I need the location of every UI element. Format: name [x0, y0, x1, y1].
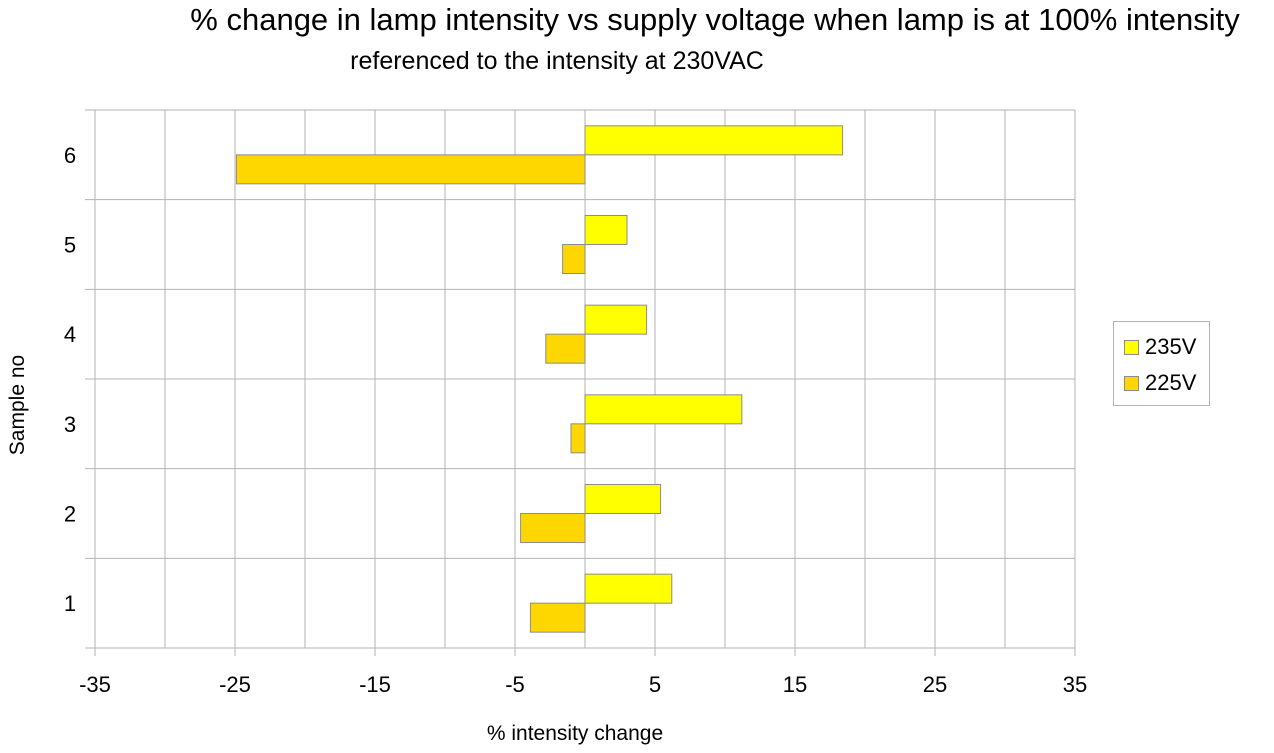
bar-235v-sample-1: [584, 573, 673, 604]
x-tick-label: 35: [1063, 672, 1087, 697]
y-tick-label: 2: [64, 502, 76, 527]
legend: 235V 225V: [1113, 321, 1210, 406]
x-tick-label: 5: [649, 672, 661, 697]
y-tick-label: 1: [64, 591, 76, 616]
bar-225v-sample-6: [235, 154, 586, 185]
y-axis-label: Sample no: [6, 354, 29, 456]
x-tick-label: 25: [923, 672, 947, 697]
y-tick-label: 5: [64, 233, 76, 258]
legend-item-235v: 235V: [1124, 334, 1196, 360]
legend-swatch-235v: [1124, 339, 1139, 355]
y-tick-label: 6: [64, 143, 76, 168]
y-tick-label: 4: [64, 322, 76, 347]
x-tick-label: -5: [505, 672, 525, 697]
x-tick-label: -15: [359, 672, 391, 697]
y-tick-label: 3: [64, 412, 76, 437]
chart-title: % change in lamp intensity vs supply vol…: [190, 2, 1240, 37]
legend-label-225v: 225V: [1145, 370, 1197, 395]
legend-swatch-225v: [1124, 375, 1139, 391]
bar-225v-sample-4: [545, 333, 586, 364]
bar-225v-sample-3: [570, 423, 586, 454]
legend-item-225v: 225V: [1124, 370, 1196, 396]
bar-225v-sample-2: [520, 513, 586, 543]
bar-225v-sample-5: [562, 244, 586, 274]
x-tick-label: -25: [219, 672, 251, 697]
bar-235v-sample-5: [584, 215, 628, 245]
bar-235v-sample-2: [584, 484, 662, 514]
bar-235v-sample-3: [584, 394, 743, 425]
bar-225v-sample-1: [529, 602, 586, 633]
bar-235v-sample-6: [584, 125, 844, 156]
bar-235v-sample-4: [584, 304, 648, 335]
legend-label-235v: 235V: [1145, 334, 1197, 359]
x-axis-label: % intensity change: [486, 722, 664, 745]
x-tick-label: -35: [79, 672, 111, 697]
x-tick-label: 15: [783, 672, 807, 697]
chart-subtitle: referenced to the intensity at 230VAC: [350, 47, 764, 75]
